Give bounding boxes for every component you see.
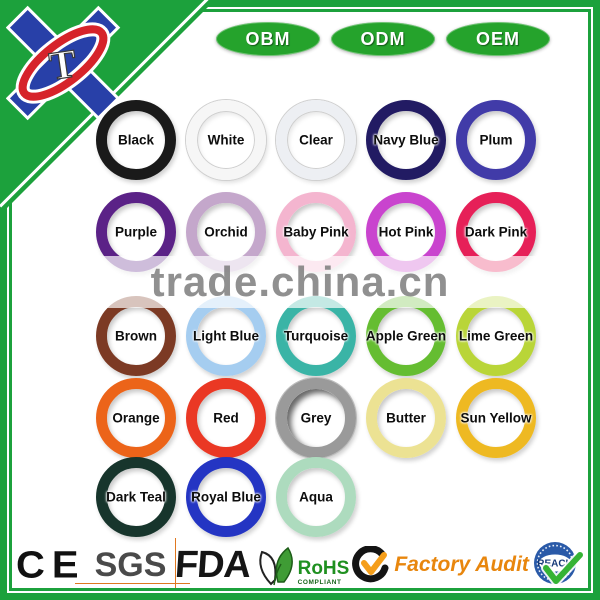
- oring-label: Lime Green: [458, 328, 534, 344]
- oring-white: White: [186, 100, 266, 180]
- oring-red: Red: [186, 378, 266, 458]
- sgs-text: SGS: [94, 545, 167, 584]
- fda-logo: FDA: [174, 543, 253, 586]
- oring-plum: Plum: [456, 100, 536, 180]
- oring-label: Plum: [479, 132, 513, 148]
- oring-sun-yellow: Sun Yellow: [456, 378, 536, 458]
- oring-brown: Brown: [96, 296, 176, 376]
- oring-label: Royal Blue: [191, 489, 261, 505]
- rohs-leaf-icon: [258, 546, 293, 586]
- rohs-logo: RoHS COMPLIANT: [254, 544, 350, 586]
- oring-apple-green: Apple Green: [366, 296, 446, 376]
- oring-label: Black: [117, 132, 155, 148]
- oring-label: Navy Blue: [373, 132, 439, 148]
- oring-dark-teal: Dark Teal: [96, 457, 176, 537]
- watermark-band: trade.china.cn: [12, 256, 588, 308]
- rohs-title: RoHS: [297, 557, 350, 579]
- oring-label: Aqua: [299, 489, 333, 505]
- oring-label: Grey: [300, 410, 332, 426]
- oring-label: Red: [213, 410, 239, 426]
- badge-oem: OEM: [446, 22, 550, 56]
- factory-audit-logo: Factory Audit: [352, 546, 529, 584]
- oring-label: Hot Pink: [378, 224, 434, 240]
- oring-label: Clear: [299, 132, 333, 148]
- oring-grey: Grey: [276, 378, 356, 458]
- ring-row-5: Dark Teal Royal Blue Aqua: [96, 457, 356, 537]
- oring-lime-green: Lime Green: [456, 296, 536, 376]
- ring-row-1: Black White Clear Navy Blue Plum: [96, 100, 536, 180]
- oring-black: Black: [96, 100, 176, 180]
- oring-label: Sun Yellow: [460, 410, 532, 426]
- oring-aqua: Aqua: [276, 457, 356, 537]
- watermark-text: trade.china.cn: [150, 258, 450, 305]
- oring-label: Baby Pink: [283, 224, 349, 240]
- oring-navy-blue: Navy Blue: [366, 100, 446, 180]
- rohs-subtitle: COMPLIANT: [297, 578, 342, 586]
- sgs-logo: SGS: [74, 537, 191, 595]
- oring-orange: Orange: [96, 378, 176, 458]
- factory-audit-text: Factory Audit: [394, 553, 529, 576]
- oring-label: Purple: [114, 224, 158, 240]
- sgs-crosshair-vertical: [175, 537, 177, 595]
- oring-light-blue: Light Blue: [186, 296, 266, 376]
- logo-swoosh: [18, 25, 108, 101]
- reach-badge: REACH: [532, 541, 584, 589]
- oring-label: Orange: [112, 410, 160, 426]
- badge-odm: ODM: [331, 22, 435, 56]
- badge-obm: OBM: [216, 22, 320, 56]
- oring-label: Dark Teal: [106, 489, 166, 505]
- factory-audit-check-icon: [352, 546, 389, 583]
- oring-butter: Butter: [366, 378, 446, 458]
- oring-turquoise: Turquoise: [276, 296, 356, 376]
- oring-clear: Clear: [276, 100, 356, 180]
- reach-badge-icon: REACH: [533, 542, 584, 586]
- reach-text: REACH: [537, 559, 573, 570]
- oring-label: Light Blue: [193, 328, 259, 344]
- oring-label: White: [207, 132, 245, 148]
- ce-mark: CE: [16, 543, 86, 586]
- oring-label: Dark Pink: [464, 224, 528, 240]
- oring-label: Apple Green: [365, 328, 447, 344]
- service-badges: OBM ODM OEM: [216, 22, 550, 56]
- oring-label: Butter: [386, 410, 426, 426]
- oring-label: Brown: [115, 328, 157, 344]
- ring-row-4: Orange Red Grey Butter Sun Yellow: [96, 378, 536, 458]
- sgs-crosshair-horizontal: [74, 582, 191, 584]
- ring-row-3: Brown Light Blue Turquoise Apple Green L…: [96, 296, 536, 376]
- certification-row: CE SGS FDA RoHS COMPLIANT Factory Audi: [16, 537, 584, 595]
- oring-royal-blue: Royal Blue: [186, 457, 266, 537]
- company-logo: T: [6, 5, 121, 121]
- oring-label: Orchid: [204, 224, 248, 240]
- oring-label: Turquoise: [283, 328, 349, 344]
